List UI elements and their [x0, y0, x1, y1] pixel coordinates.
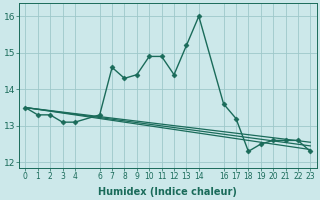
X-axis label: Humidex (Indice chaleur): Humidex (Indice chaleur) [98, 187, 237, 197]
